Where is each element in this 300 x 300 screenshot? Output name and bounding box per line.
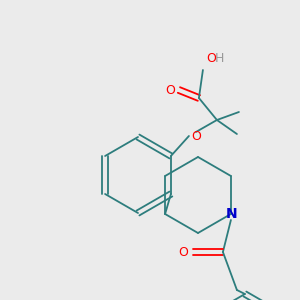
Text: O: O [165,83,175,97]
Text: H: H [215,52,224,65]
Text: O: O [178,245,188,259]
Text: N: N [226,207,238,221]
Text: O: O [191,130,201,142]
Text: O: O [206,52,216,65]
